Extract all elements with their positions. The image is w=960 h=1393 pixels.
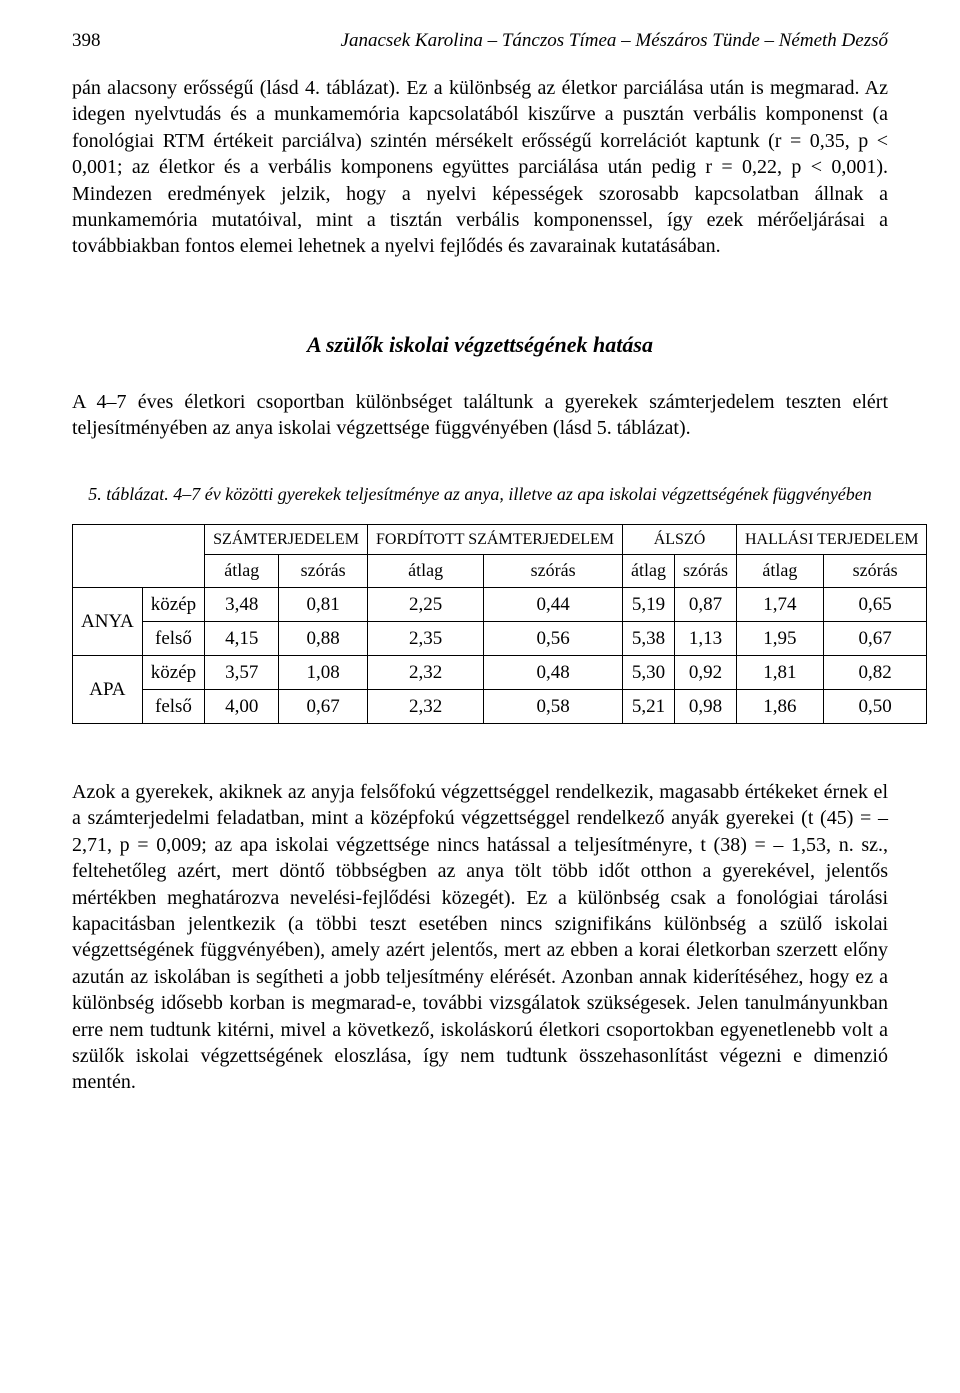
cell: 5,19 <box>623 587 675 621</box>
cell: 1,95 <box>736 621 823 655</box>
cell: 0,50 <box>823 690 927 724</box>
running-title: Janacsek Karolina – Tánczos Tímea – Mész… <box>341 28 888 53</box>
cell: 0,56 <box>484 621 623 655</box>
paragraph-3: Azok a gyerekek, akiknek az anyja felsőf… <box>72 779 888 1096</box>
cell: 2,35 <box>367 621 483 655</box>
cell: 3,48 <box>205 587 279 621</box>
subcol: szórás <box>279 555 368 588</box>
cell: 1,08 <box>279 655 368 689</box>
col-group-4: HALLÁSI TERJEDELEM <box>736 524 926 554</box>
cell: 0,81 <box>279 587 368 621</box>
table-header-row-groups: SZÁMTERJEDELEM FORDÍTOTT SZÁMTERJEDELEM … <box>73 524 927 554</box>
cell: 4,15 <box>205 621 279 655</box>
cell: 5,30 <box>623 655 675 689</box>
cell: 0,48 <box>484 655 623 689</box>
spacer <box>72 724 888 779</box>
subcol: átlag <box>205 555 279 588</box>
cell: 0,82 <box>823 655 927 689</box>
table-caption: 5. táblázat. 4–7 év közötti gyerekek tel… <box>72 482 888 506</box>
paragraph-2: A 4–7 éves életkori csoportban különbség… <box>72 389 888 442</box>
cell: 1,13 <box>675 621 737 655</box>
cell: 1,74 <box>736 587 823 621</box>
section-title: A szülők iskolai végzettségének hatása <box>72 330 888 359</box>
cell: 0,58 <box>484 690 623 724</box>
cell: 1,86 <box>736 690 823 724</box>
cell: 2,25 <box>367 587 483 621</box>
row-label: közép <box>142 587 204 621</box>
subcol: szórás <box>484 555 623 588</box>
cell: 3,57 <box>205 655 279 689</box>
cell: 2,32 <box>367 690 483 724</box>
row-label: közép <box>142 655 204 689</box>
cell: 0,87 <box>675 587 737 621</box>
subcol: szórás <box>675 555 737 588</box>
col-group-3: ÁLSZÓ <box>623 524 737 554</box>
table-body: ANYA közép 3,48 0,81 2,25 0,44 5,19 0,87… <box>73 587 927 723</box>
subcol: átlag <box>736 555 823 588</box>
table-row: felső 4,00 0,67 2,32 0,58 5,21 0,98 1,86… <box>73 690 927 724</box>
page-number: 398 <box>72 28 101 53</box>
cell: 0,92 <box>675 655 737 689</box>
subcol: átlag <box>367 555 483 588</box>
row-group-label: ANYA <box>73 587 143 655</box>
table-row: felső 4,15 0,88 2,35 0,56 5,38 1,13 1,95… <box>73 621 927 655</box>
cell: 4,00 <box>205 690 279 724</box>
cell: 0,44 <box>484 587 623 621</box>
col-group-2: FORDÍTOTT SZÁMTERJEDELEM <box>367 524 622 554</box>
table-row: ANYA közép 3,48 0,81 2,25 0,44 5,19 0,87… <box>73 587 927 621</box>
row-group-label: APA <box>73 655 143 723</box>
cell: 5,21 <box>623 690 675 724</box>
corner-cell <box>73 524 205 587</box>
cell: 0,98 <box>675 690 737 724</box>
results-table: SZÁMTERJEDELEM FORDÍTOTT SZÁMTERJEDELEM … <box>72 524 927 724</box>
cell: 0,88 <box>279 621 368 655</box>
page: 398 Janacsek Karolina – Tánczos Tímea – … <box>0 0 960 1136</box>
cell: 0,67 <box>279 690 368 724</box>
col-group-1: SZÁMTERJEDELEM <box>205 524 368 554</box>
cell: 2,32 <box>367 655 483 689</box>
cell: 0,65 <box>823 587 927 621</box>
paragraph-1: pán alacsony erősségű (lásd 4. táblázat)… <box>72 75 888 260</box>
table-head: SZÁMTERJEDELEM FORDÍTOTT SZÁMTERJEDELEM … <box>73 524 927 587</box>
subcol: átlag <box>623 555 675 588</box>
subcol: szórás <box>823 555 927 588</box>
table-row: APA közép 3,57 1,08 2,32 0,48 5,30 0,92 … <box>73 655 927 689</box>
cell: 1,81 <box>736 655 823 689</box>
running-head: 398 Janacsek Karolina – Tánczos Tímea – … <box>72 28 888 53</box>
row-label: felső <box>142 690 204 724</box>
cell: 5,38 <box>623 621 675 655</box>
row-label: felső <box>142 621 204 655</box>
cell: 0,67 <box>823 621 927 655</box>
